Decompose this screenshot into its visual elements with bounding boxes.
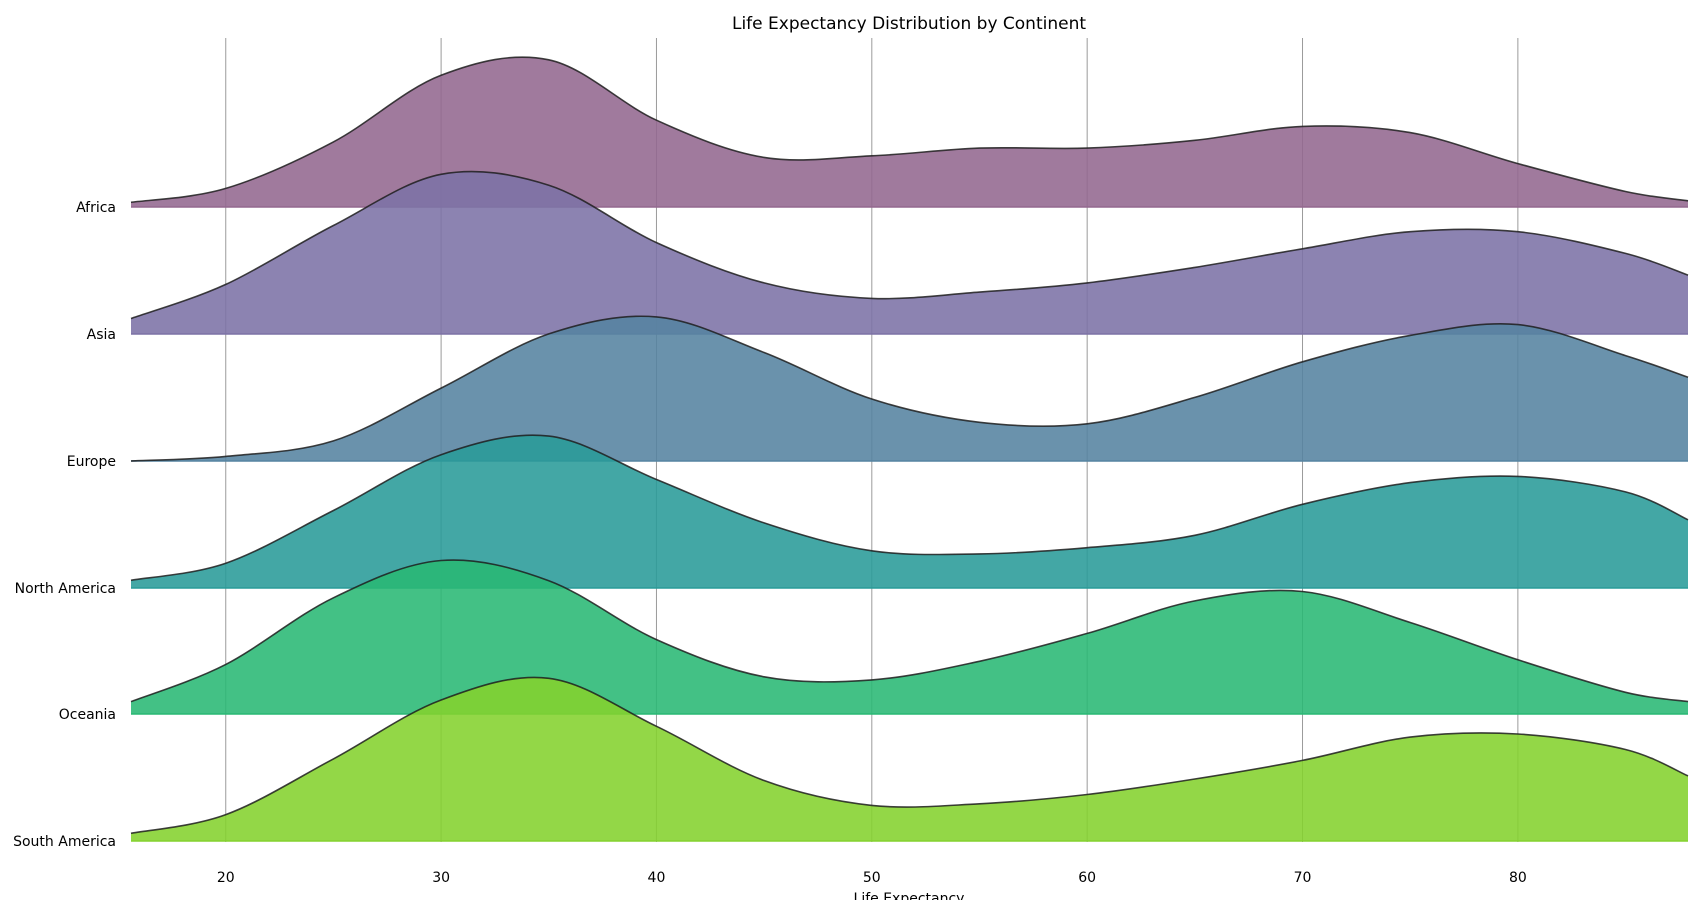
category-label: Africa [76, 200, 116, 216]
ridge-europe: Europe [67, 315, 1689, 470]
ridge-area [131, 57, 1688, 207]
x-tick-label: 30 [432, 870, 450, 886]
category-label: Europe [67, 454, 116, 470]
ridge-asia: Asia [87, 170, 1689, 343]
ridge-outline [130, 315, 1689, 462]
chart-title: Life Expectancy Distribution by Continen… [732, 14, 1086, 34]
x-tick-label: 80 [1509, 870, 1527, 886]
ridge-area [131, 316, 1688, 461]
category-label: Asia [87, 327, 116, 343]
ridge-area [131, 171, 1688, 334]
x-tick-label: 40 [648, 870, 666, 886]
ridge-oceania: Oceania [59, 559, 1689, 723]
x-axis-label: Life Expectancy [854, 891, 965, 900]
x-tick-label: 50 [863, 870, 881, 886]
ridge-outline [130, 56, 1689, 204]
x-tick-label: 70 [1294, 870, 1312, 886]
ridge-area [131, 677, 1688, 841]
ridge-outline [130, 434, 1689, 582]
x-axis-ticks: 20 30 40 50 60 70 80 [217, 870, 1527, 886]
category-label: South America [13, 834, 116, 850]
category-label: Oceania [59, 707, 116, 723]
x-tick-label: 20 [217, 870, 235, 886]
x-tick-label: 60 [1078, 870, 1096, 886]
ridge-south-america: South America [13, 676, 1689, 850]
ridge-area [131, 560, 1688, 714]
category-label: North America [15, 581, 116, 597]
ridge-outline [130, 676, 1689, 835]
ridge-outline [130, 170, 1689, 320]
ridge-africa: Africa [76, 56, 1689, 216]
ridge-outline [130, 559, 1689, 703]
ridge-area [131, 435, 1688, 588]
ridges: Africa Asia Europe North America Oceania Sout… [13, 56, 1689, 850]
